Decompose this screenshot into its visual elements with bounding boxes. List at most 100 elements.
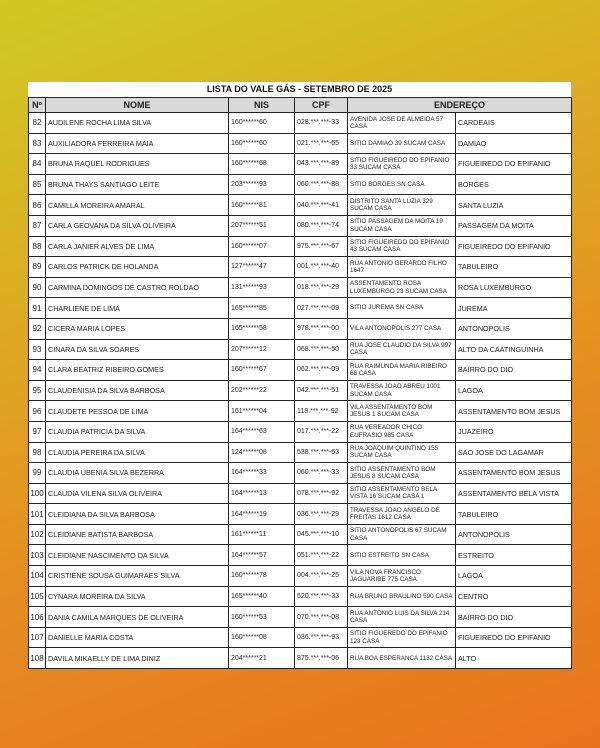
cell-nis: 164******57: [228, 544, 295, 567]
cell-bairro: ROSA LUXEMBURGO: [454, 276, 573, 299]
cell-nis: 161******11: [228, 523, 295, 546]
cell-endereco: SITIO FIGUEIREDO DO EPIFANIO 33 SUCAM CA…: [347, 153, 456, 175]
cell-nis: 160******60: [228, 132, 295, 155]
cell-endereco: ASSENTAMENTO ROSA LUXEMBURGO 23 SUCAM CA…: [347, 276, 456, 299]
cell-num: 104: [28, 565, 46, 587]
cell-num: 90: [28, 276, 46, 299]
cell-num: 101: [28, 503, 46, 525]
cell-nis: 204******21: [228, 647, 295, 670]
cell-num: 107: [28, 626, 46, 649]
cell-endereco: SITIO ESTREITO SN CASA: [347, 544, 456, 567]
table-row: 105 CYNARA MOREIRA DA SILVA 165******40 520…: [28, 585, 573, 608]
cell-nis: 164******33: [228, 462, 295, 484]
cell-num: 83: [28, 132, 46, 155]
cell-nis: 131******93: [228, 276, 295, 299]
table-row: 95 CLAUDENISIA DA SILVA BARBOSA 202******2…: [28, 379, 573, 402]
cell-bairro: ANTONOPOLIS: [454, 523, 573, 546]
cell-cpf: 538.***.***-63: [294, 441, 348, 464]
cell-cpf: 975.***.***-67: [294, 235, 348, 258]
cell-endereco: SITIO ANTONOPOLIS 67 SUCAM CASA: [347, 523, 456, 546]
header-nis: NIS: [228, 97, 295, 113]
cell-num: 94: [28, 359, 46, 381]
table-row: 94 CLARA BEATRIZ RIBEIRO GOMES 160******67…: [28, 359, 573, 381]
cell-endereco: SITIO PASSAGEM DA MOITA 19 SUCAM CASA: [347, 214, 456, 237]
cell-nome: DANIA CAMILA MARQUES DE OLIVEIRA: [45, 606, 229, 628]
cell-bairro: BAIRRO DO DIO: [454, 359, 573, 381]
cell-nis: 165******85: [228, 297, 295, 319]
cell-nis: 164******63: [228, 420, 295, 443]
cell-bairro: ANTONOPOLIS: [454, 317, 573, 340]
cell-cpf: 060.***.***-88: [294, 173, 348, 196]
header-endereco: ENDEREÇO: [346, 97, 573, 113]
cell-endereco: VILA ANTONOPOLIS 277 CASA: [347, 317, 456, 340]
cell-endereco: DISTRITO SANTA LUZIA 329 SUCAM CASA: [347, 194, 456, 216]
cell-nome: CLEIDIANE BATISTA BARBOSA: [45, 523, 229, 546]
cell-num: 103: [28, 544, 46, 567]
table-row: 96 CLAUDETE PESSOA DE LIMA 161******04 118.…: [28, 400, 573, 422]
cell-bairro: FIGUEIREDO DO EPIFANIO: [454, 626, 573, 649]
cell-nome: CRISTIENE SOUSA GUIMARAES SILVA: [45, 565, 229, 587]
cell-num: 106: [28, 606, 46, 628]
cell-num: 108: [28, 647, 46, 670]
cell-nis: 207******51: [228, 214, 295, 237]
cell-bairro: ASSENTAMENTO BOM JESUS: [454, 400, 573, 422]
cell-num: 88: [28, 235, 46, 258]
cell-bairro: LAGOA: [454, 565, 573, 587]
cell-cpf: 036.***.***-29: [294, 503, 348, 525]
cell-bairro: ESTREITO: [454, 544, 573, 567]
cell-nome: CLAUDIA VILENA SILVA OLIVEIRA: [45, 482, 229, 505]
cell-nis: 160******78: [228, 565, 295, 587]
cell-bairro: TABULEIRO: [454, 503, 573, 525]
cell-num: 91: [28, 297, 46, 319]
table-row: 84 BRUNA RAQUEL RODRIGUES 160******68 043.*…: [28, 153, 573, 175]
table-row: 107 DANIELLE MARIA COSTA 160******08 036.**…: [28, 626, 573, 649]
table-row: 89 CARLOS PATRICK DE HOLANDA 127******47 00…: [28, 256, 573, 278]
cell-endereco: RUA ANTONIO GERARDO FILHO 1647: [347, 256, 456, 278]
cell-bairro: ASSENTAMENTO BOM JESUS: [454, 462, 573, 484]
cell-nome: CLAUDENISIA DA SILVA BARBOSA: [45, 379, 229, 402]
cell-endereco: VILA ASSENTAMENTO BOM JESUS 1 SUCAM CASA: [347, 400, 456, 422]
table-header-row: Nº NOME NIS CPF ENDEREÇO: [28, 97, 573, 113]
cell-nis: 160******07: [228, 235, 295, 258]
cell-endereco: RUA VEREADOR CHICO EUFRASIO 985 CASA: [347, 420, 456, 443]
cell-num: 93: [28, 338, 46, 361]
table-row: 98 CLAUDIA PEREIRA DA SILVA 124******08 538…: [28, 441, 573, 464]
cell-nome: CLEIDIANE NASCIMENTO DA SILVA: [45, 544, 229, 567]
cell-num: 102: [28, 523, 46, 546]
table-row: 82 AUDILENE ROCHA LIMA SILVA 160******60 02…: [28, 112, 573, 134]
table-row: 86 CAMILLA MOREIRA AMARAL 160******81 040.*…: [28, 194, 573, 216]
cell-cpf: 062.***.***-09: [294, 359, 348, 381]
cell-bairro: BAIRRO DO DIO: [454, 606, 573, 628]
cell-cpf: 027.***.***-09: [294, 297, 348, 319]
cell-nome: CLEIDIANA DA SILVA BARBOSA: [45, 503, 229, 525]
cell-cpf: 036.***.***-93: [294, 626, 348, 649]
cell-num: 92: [28, 317, 46, 340]
cell-nis: 160******53: [228, 606, 295, 628]
cell-cpf: 045.***.***-10: [294, 523, 348, 546]
cell-cpf: 042.***.***-51: [294, 379, 348, 402]
cell-bairro: ASSENTAMENTO BELA VISTA: [454, 482, 573, 505]
cell-cpf: 078.***.***-92: [294, 482, 348, 505]
header-cpf: CPF: [294, 97, 348, 113]
cell-nome: CHARLIENE DE LIMA: [45, 297, 229, 319]
table-row: 92 CICERA MARIA LOPES 165******58 978.***.*…: [28, 317, 573, 340]
cell-cpf: 004.***.***-25: [294, 565, 348, 587]
document-title: LISTA DO VALE GÁS - SETEMBRO DE 2025: [206, 84, 393, 94]
cell-bairro: CARDEAIS: [454, 112, 573, 134]
cell-bairro: LAGOA: [454, 379, 573, 402]
cell-num: 98: [28, 441, 46, 464]
cell-cpf: 080.***.***-74: [294, 214, 348, 237]
cell-cpf: 017.***.***-22: [294, 420, 348, 443]
cell-num: 85: [28, 173, 46, 196]
table-row: 99 CLAUDIA UBENIA SILVA BEZERRA 164******3…: [28, 462, 573, 484]
table-row: 108 DAVILA MIKAELLY DE LIMA DINIZ 204*****…: [28, 647, 573, 670]
cell-endereco: RUA JOSE CLAUDIO DA SILVA 997 CASA: [347, 338, 456, 361]
cell-nome: CLAUDIA PATRICIA DA SILVA: [45, 420, 229, 443]
cell-nome: CARLA JANIER ALVES DE LIMA: [45, 235, 229, 258]
cell-nis: 124******08: [228, 441, 295, 464]
cell-nome: AUDILENE ROCHA LIMA SILVA: [45, 112, 229, 134]
table-row: 101 CLEIDIANA DA SILVA BARBOSA 164******19…: [28, 503, 573, 525]
table-row: 88 CARLA JANIER ALVES DE LIMA 160******07 9…: [28, 235, 573, 258]
table-row: 83 AUXILIADORA FERREIRA MAIA 160******60 02…: [28, 132, 573, 155]
header-num: Nº: [28, 97, 46, 113]
